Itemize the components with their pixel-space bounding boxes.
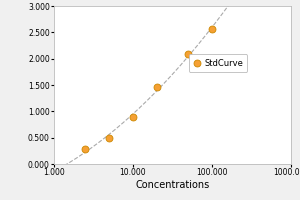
StdCurve <box>107 137 112 140</box>
StdCurve <box>210 28 214 31</box>
Legend: StdCurve: StdCurve <box>188 54 248 72</box>
StdCurve <box>186 53 190 56</box>
X-axis label: Concentrations: Concentrations <box>135 180 210 190</box>
StdCurve <box>154 86 159 89</box>
StdCurve <box>130 115 135 118</box>
StdCurve <box>83 148 88 151</box>
